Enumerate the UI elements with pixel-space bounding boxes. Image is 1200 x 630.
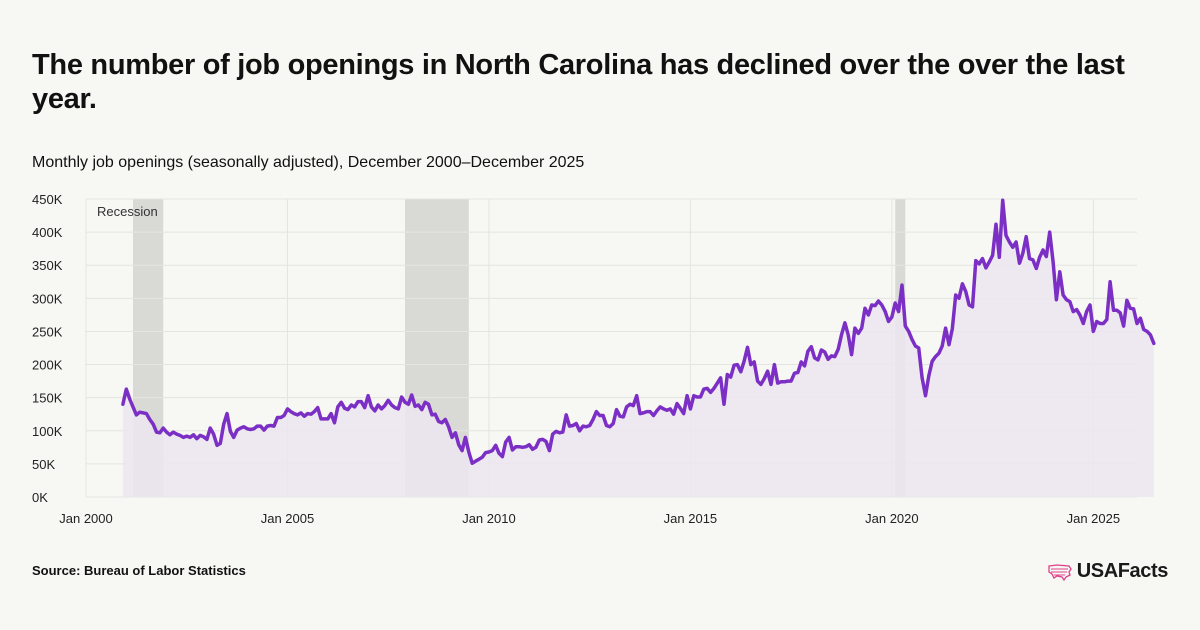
y-tick-label: 100K [32, 424, 63, 439]
x-tick-label: Jan 2005 [261, 511, 315, 526]
y-tick-label: 150K [32, 391, 63, 406]
y-tick-label: 50K [32, 457, 55, 472]
x-tick-label: Jan 2015 [664, 511, 718, 526]
x-tick-label: Jan 2000 [59, 511, 113, 526]
y-tick-label: 400K [32, 225, 63, 240]
y-tick-label: 200K [32, 358, 63, 373]
y-tick-label: 0K [32, 490, 48, 505]
y-tick-label: 250K [32, 324, 63, 339]
us-map-icon [1048, 563, 1072, 581]
source-note: Source: Bureau of Labor Statistics [32, 563, 246, 578]
y-tick-label: 300K [32, 291, 63, 306]
brand-name: USAFacts [1076, 560, 1169, 582]
chart-subtitle: Monthly job openings (seasonally adjuste… [32, 154, 585, 171]
job-openings-chart: Recession 0K 50K 100K 150K 200K 250K 300K 350K 4… [32, 192, 1156, 526]
recession-label: Recession [97, 204, 158, 219]
usafacts-logo[interactable]: USAFacts [1047, 560, 1168, 583]
job-openings-area [122, 200, 1154, 498]
y-tick-label: 350K [32, 258, 63, 273]
x-tick-label: Jan 2020 [865, 511, 919, 526]
y-tick-label: 450K [32, 192, 63, 207]
x-tick-label: Jan 2010 [462, 511, 516, 526]
job-openings-line [121, 198, 1156, 465]
chart-title: The number of job openings in North Caro… [32, 49, 1125, 115]
x-tick-label: Jan 2025 [1067, 511, 1121, 526]
